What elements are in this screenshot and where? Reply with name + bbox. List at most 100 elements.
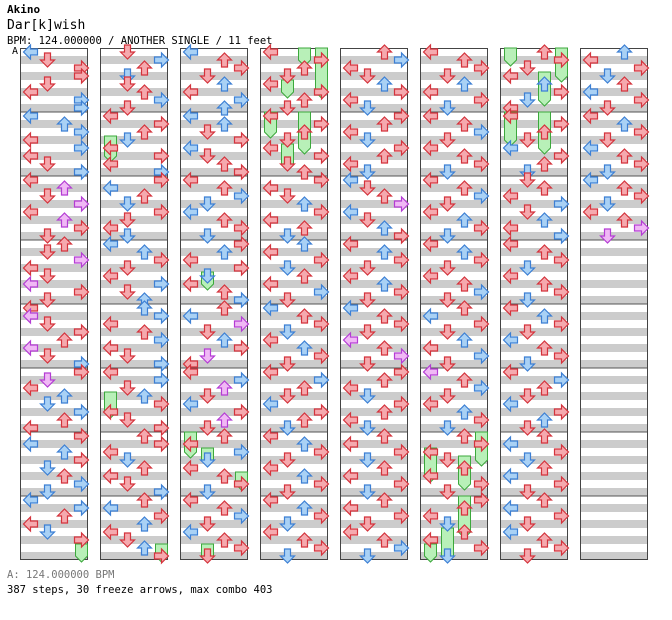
stripe-band <box>100 168 168 176</box>
left-arrow-icon <box>182 203 199 221</box>
down-arrow-icon <box>359 452 376 468</box>
up-arrow-icon <box>296 124 313 140</box>
up-arrow-icon <box>296 220 313 236</box>
up-arrow-icon <box>456 212 473 228</box>
stripe-band <box>100 56 168 64</box>
stripe-band <box>340 504 408 512</box>
right-arrow-icon <box>313 115 330 133</box>
down-arrow-icon <box>439 292 456 308</box>
down-arrow-icon <box>119 260 136 276</box>
right-arrow-icon <box>233 259 250 277</box>
stripe-band <box>580 328 648 336</box>
up-arrow-icon <box>376 428 393 444</box>
left-arrow-icon <box>422 395 439 413</box>
down-arrow-icon <box>199 516 216 532</box>
left-arrow-icon <box>182 363 199 381</box>
left-arrow-icon <box>262 523 279 541</box>
stripe-band <box>20 344 88 352</box>
stripe-band <box>340 200 408 208</box>
column-border <box>500 48 568 560</box>
down-arrow-icon <box>119 412 136 428</box>
right-arrow-icon <box>233 187 250 205</box>
left-arrow-icon <box>22 259 39 277</box>
left-arrow-icon <box>22 307 39 325</box>
down-arrow-icon <box>359 260 376 276</box>
stripe-band <box>500 56 568 64</box>
left-arrow-icon <box>502 467 519 485</box>
up-arrow-icon <box>456 372 473 388</box>
up-arrow-icon <box>296 92 313 108</box>
down-arrow-icon <box>199 124 216 140</box>
artist-name: Akino <box>7 3 41 16</box>
right-arrow-icon <box>553 371 570 389</box>
column-border <box>580 48 648 560</box>
down-arrow-icon <box>119 452 136 468</box>
down-arrow-icon <box>359 420 376 436</box>
left-arrow-icon <box>262 211 279 229</box>
left-arrow-icon <box>342 235 359 253</box>
stripe-band <box>100 184 168 192</box>
up-arrow-icon <box>536 212 553 228</box>
stripe-band <box>500 536 568 544</box>
up-arrow-icon <box>616 44 633 60</box>
right-arrow-icon <box>73 67 90 85</box>
down-arrow-icon <box>439 164 456 180</box>
right-arrow-icon <box>553 443 570 461</box>
stripe-band <box>180 360 248 368</box>
right-arrow-icon <box>153 331 170 349</box>
left-arrow-icon <box>502 499 519 517</box>
stripe-band <box>20 168 88 176</box>
freeze-arrow <box>424 543 437 563</box>
stripe-band <box>500 232 568 240</box>
left-arrow-icon <box>422 139 439 157</box>
right-arrow-icon <box>553 507 570 525</box>
left-arrow-icon <box>502 299 519 317</box>
up-arrow-icon <box>536 180 553 196</box>
stripe-band <box>100 152 168 160</box>
right-arrow-icon <box>473 187 490 205</box>
right-arrow-icon <box>73 163 90 181</box>
stripe-band <box>340 472 408 480</box>
up-arrow-icon <box>456 300 473 316</box>
down-arrow-icon <box>439 228 456 244</box>
stripe-band <box>340 232 408 240</box>
right-arrow-icon <box>233 315 250 333</box>
stripe-band <box>580 88 648 96</box>
up-arrow-icon <box>616 212 633 228</box>
up-arrow-icon <box>536 244 553 260</box>
left-arrow-icon <box>102 235 119 253</box>
column-border <box>420 48 488 560</box>
right-arrow-icon <box>73 475 90 493</box>
down-arrow-icon <box>439 516 456 532</box>
column-border <box>340 48 408 560</box>
up-arrow-icon <box>216 412 233 428</box>
down-arrow-icon <box>439 484 456 500</box>
stripe-band <box>580 424 648 432</box>
stripe-band <box>580 264 648 272</box>
freeze-arrow <box>75 543 88 563</box>
right-arrow-icon <box>473 155 490 173</box>
stripe-band <box>420 376 488 384</box>
right-arrow-icon <box>153 547 170 565</box>
down-arrow-icon <box>519 324 536 340</box>
stripe-band <box>180 56 248 64</box>
stripe-band <box>580 536 648 544</box>
right-arrow-icon <box>153 307 170 325</box>
left-arrow-icon <box>102 139 119 157</box>
right-arrow-icon <box>313 507 330 525</box>
down-arrow-icon <box>519 452 536 468</box>
right-arrow-icon <box>73 403 90 421</box>
left-arrow-icon <box>102 315 119 333</box>
stripe-band <box>180 120 248 128</box>
right-arrow-icon <box>313 251 330 269</box>
up-arrow-icon <box>456 332 473 348</box>
left-arrow-icon <box>102 107 119 125</box>
down-arrow-icon <box>119 228 136 244</box>
stripe-band <box>20 472 88 480</box>
stripe-band <box>340 56 408 64</box>
freeze-arrow <box>281 79 294 99</box>
up-arrow-icon <box>616 116 633 132</box>
up-arrow-icon <box>296 268 313 284</box>
down-arrow-icon <box>39 372 56 388</box>
